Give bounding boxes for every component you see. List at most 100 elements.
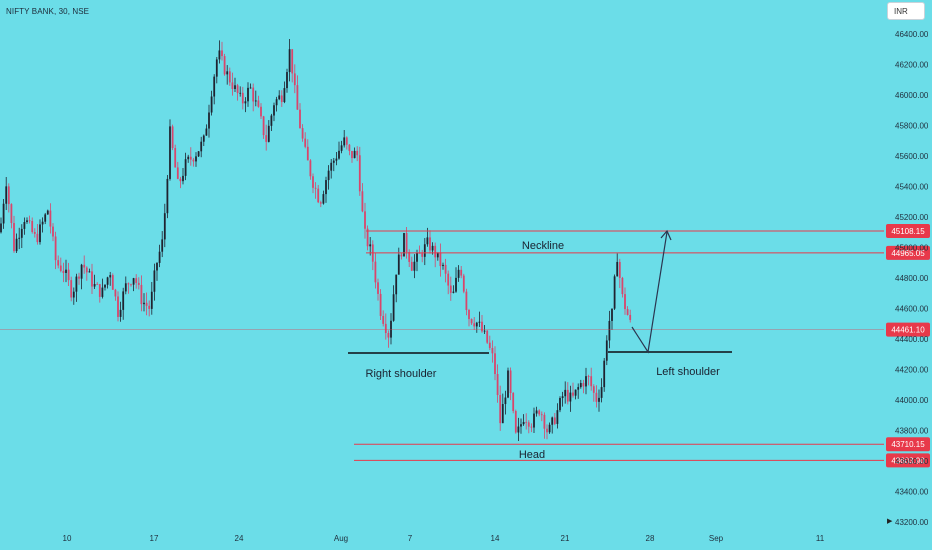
candle-body <box>78 276 80 279</box>
candle-body <box>452 291 455 293</box>
candle-body <box>273 105 275 116</box>
candle-body <box>75 276 78 292</box>
price-level-tag <box>886 245 930 260</box>
candle-body <box>93 283 96 287</box>
candle-body <box>231 82 234 90</box>
y-tick-label: 45600.00 <box>895 152 929 161</box>
candle-body <box>234 85 236 90</box>
candle-body <box>171 126 174 149</box>
candle-body <box>533 413 535 428</box>
candle-body <box>330 162 333 171</box>
candle-body <box>348 144 351 151</box>
candle-body <box>338 150 340 159</box>
candle-body <box>153 270 156 292</box>
candle-body <box>283 88 286 103</box>
candle-body <box>65 269 67 273</box>
candle-body <box>413 261 416 271</box>
candle-body <box>572 392 574 396</box>
y-tick-label: 44800.00 <box>895 274 929 283</box>
candle-body <box>67 269 70 281</box>
candle-body <box>504 397 507 405</box>
candle-body <box>254 100 257 102</box>
candle-body <box>280 95 283 103</box>
currency-button[interactable]: INR <box>887 2 925 20</box>
candle-body <box>163 213 166 240</box>
y-tick-label: 44600.00 <box>895 305 929 314</box>
candle-body <box>7 186 10 205</box>
candle-body <box>507 370 509 398</box>
candle-body <box>143 302 145 305</box>
candle-body <box>462 275 465 292</box>
candle-body <box>135 278 138 283</box>
y-tick-label: 46200.00 <box>895 61 929 70</box>
projection-arrow[interactable] <box>631 231 668 354</box>
candle-body <box>491 347 494 354</box>
candle-body <box>0 223 2 233</box>
candle-body <box>429 237 431 251</box>
candle-body <box>257 100 260 107</box>
candle-body <box>535 410 538 414</box>
candle-body <box>226 71 229 75</box>
candle-body <box>538 410 541 415</box>
candle-body <box>512 393 515 412</box>
candle-body <box>509 370 512 394</box>
candle-body <box>299 109 301 129</box>
price-level-label: 43710.15 <box>891 440 925 449</box>
candle-body <box>132 278 135 285</box>
candle-body <box>44 214 47 222</box>
candle-body <box>332 160 335 163</box>
y-tick-label: 45800.00 <box>895 122 929 131</box>
candle-body <box>70 280 73 298</box>
candle-body <box>618 261 621 278</box>
candle-body <box>387 333 390 338</box>
y-tick-label: 43800.00 <box>895 427 929 436</box>
annotation-label: Neckline <box>522 240 564 252</box>
candle-body <box>296 85 299 110</box>
candle-body <box>392 294 395 321</box>
pattern-drawings <box>348 229 732 354</box>
x-tick-label: 28 <box>646 534 655 543</box>
candle-body <box>208 112 210 129</box>
candle-body <box>624 294 626 310</box>
candle-body <box>603 360 606 388</box>
price-level-lines: 45108.15 44965.05 44461.10 43710.15 43603.90 <box>0 224 930 468</box>
candle-body <box>548 424 551 433</box>
candle-body <box>202 135 205 142</box>
candle-body <box>145 302 148 306</box>
candle-body <box>366 228 369 247</box>
candle-body <box>478 321 481 323</box>
price-axis: 43200.00 43400.00 43600.00 43800.00 44000.00… <box>895 30 929 527</box>
candle-body <box>195 156 197 162</box>
candle-body <box>384 323 387 334</box>
candle-body <box>431 245 434 251</box>
candle-body <box>499 395 502 424</box>
candle-body <box>621 277 624 295</box>
candle-series <box>0 38 632 442</box>
candle-body <box>57 260 60 266</box>
candle-body <box>158 251 161 263</box>
scroll-right-icon[interactable]: ▶ <box>887 518 893 525</box>
arrow-head-icon <box>660 229 672 241</box>
candle-body <box>221 50 223 57</box>
candle-body <box>130 284 132 286</box>
candle-body <box>223 56 226 75</box>
candle-body <box>286 72 288 89</box>
candle-body <box>488 342 491 348</box>
candle-body <box>455 277 457 292</box>
candle-body <box>54 236 57 261</box>
candle-body <box>314 187 317 189</box>
candle-body <box>15 238 18 252</box>
candle-body <box>197 151 200 157</box>
candle-body <box>423 244 426 257</box>
candle-body <box>275 99 278 106</box>
candle-body <box>111 275 114 290</box>
y-tick-label: 44200.00 <box>895 366 929 375</box>
candle-body <box>270 115 273 126</box>
candle-body <box>200 141 203 152</box>
x-tick-label: 11 <box>816 534 825 543</box>
candle-body <box>481 321 483 332</box>
price-level-tag <box>886 437 930 452</box>
candle-body <box>416 252 418 262</box>
